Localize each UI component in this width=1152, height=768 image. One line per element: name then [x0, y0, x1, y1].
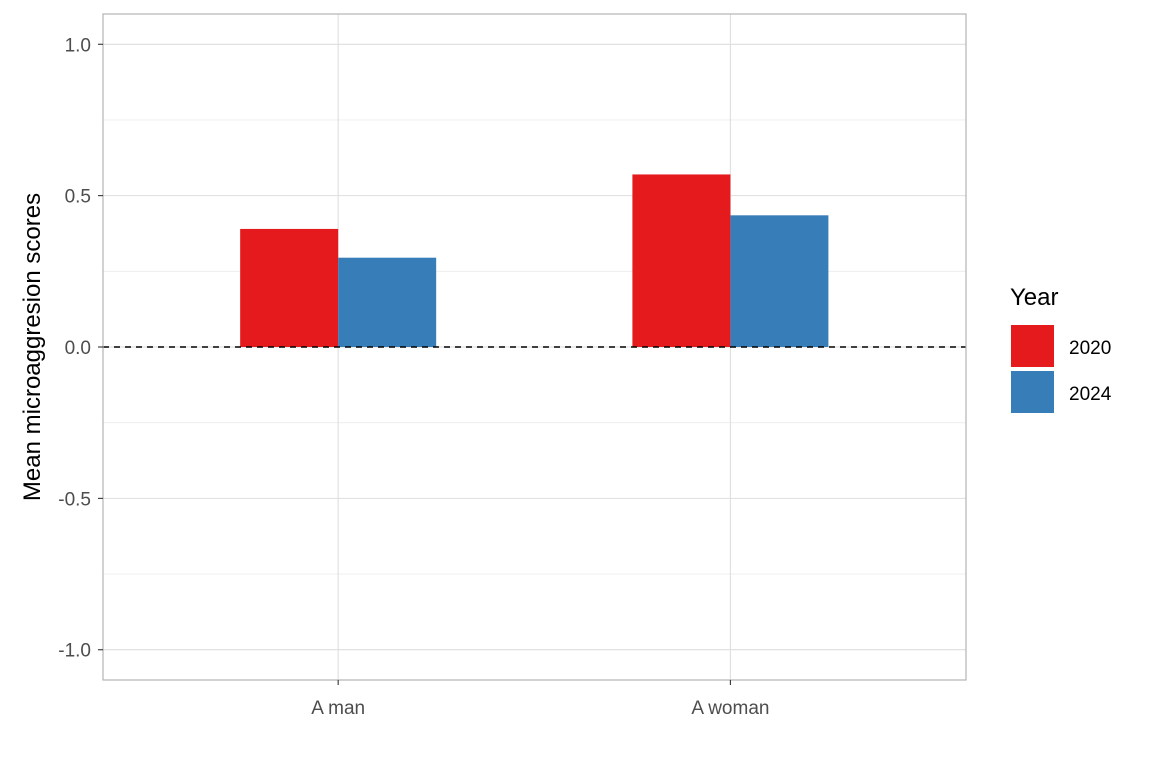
- y-axis-title: Mean microaggresion scores: [19, 193, 46, 501]
- y-tick-label: -1.0: [58, 641, 91, 662]
- legend-label-2020: 2020: [1069, 338, 1111, 359]
- bar-2020-a-woman: [632, 174, 731, 347]
- bars: [240, 174, 829, 347]
- y-tick-label: 0.5: [65, 187, 91, 208]
- y-axis-ticks: -1.0 -0.5 0.0 0.5 1.0: [58, 35, 103, 662]
- legend-swatch-2020: [1011, 325, 1054, 367]
- x-tick-label: A man: [311, 698, 365, 719]
- y-tick-label: 0.0: [65, 338, 91, 359]
- legend-label-2024: 2024: [1069, 384, 1112, 405]
- x-tick-label: A woman: [691, 698, 769, 719]
- bar-2020-a-man: [240, 228, 339, 347]
- y-tick-label: -0.5: [58, 489, 91, 510]
- legend-title: Year: [1010, 284, 1059, 311]
- bar-2024-a-man: [338, 257, 437, 347]
- legend-swatch-2024: [1011, 371, 1054, 413]
- y-tick-label: 1.0: [65, 35, 91, 56]
- legend-items: 2020 2024: [1011, 325, 1112, 413]
- x-axis-ticks: A man A woman: [311, 680, 769, 719]
- bar-2024-a-woman: [730, 215, 829, 347]
- legend: Year 2020 2024: [1010, 284, 1112, 413]
